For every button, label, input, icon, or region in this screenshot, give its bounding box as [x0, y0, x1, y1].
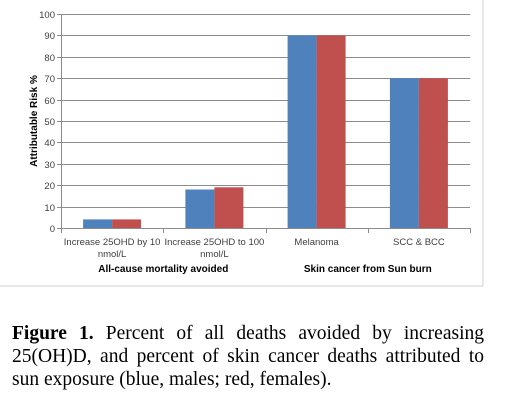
x-category-label: Increase 25OHD to 100 nmol/L — [164, 237, 264, 260]
y-tick-label: 30 — [44, 160, 55, 171]
y-tick-label: 20 — [44, 181, 55, 192]
y-tick-label: 90 — [44, 31, 55, 42]
bar — [112, 219, 142, 228]
y-axis-title: Attributable Risk % — [29, 75, 40, 167]
figure-caption: Figure 1. Percent of all deaths avoided … — [12, 322, 484, 391]
y-tick-label: 50 — [44, 117, 55, 128]
bar — [287, 35, 317, 229]
caption-text: Percent of all deaths avoided by increas… — [12, 323, 484, 390]
bar — [214, 187, 244, 228]
caption-label: Figure 1. — [12, 323, 94, 344]
chart-area: 0 10 20 30 40 50 60 70 80 90 100 Increase 25OHD by … — [0, 0, 484, 287]
x-category-label: SCC & BCC — [393, 237, 445, 248]
bar — [316, 35, 346, 229]
bar — [83, 219, 113, 228]
y-tick-label: 0 — [50, 224, 55, 235]
x-category-label: Increase 25OHD by 10 nmol/L — [64, 237, 161, 260]
y-tick-label: 70 — [44, 74, 55, 85]
x-group-label: Skin cancer from Sun burn — [304, 264, 432, 275]
bar — [185, 189, 215, 228]
bar — [389, 78, 419, 228]
y-tick-label: 60 — [44, 96, 55, 107]
y-tick-label: 100 — [39, 10, 55, 21]
x-category-label: Melanoma — [294, 237, 339, 248]
y-tick-label: 80 — [44, 53, 55, 64]
y-tick-label: 10 — [44, 203, 55, 214]
bar — [418, 78, 448, 228]
x-group-label: All-cause mortality avoided — [98, 264, 228, 275]
bar-chart: 0 10 20 30 40 50 60 70 80 90 100 Increase 25OHD by … — [0, 0, 484, 287]
y-tick-label: 40 — [44, 138, 55, 149]
